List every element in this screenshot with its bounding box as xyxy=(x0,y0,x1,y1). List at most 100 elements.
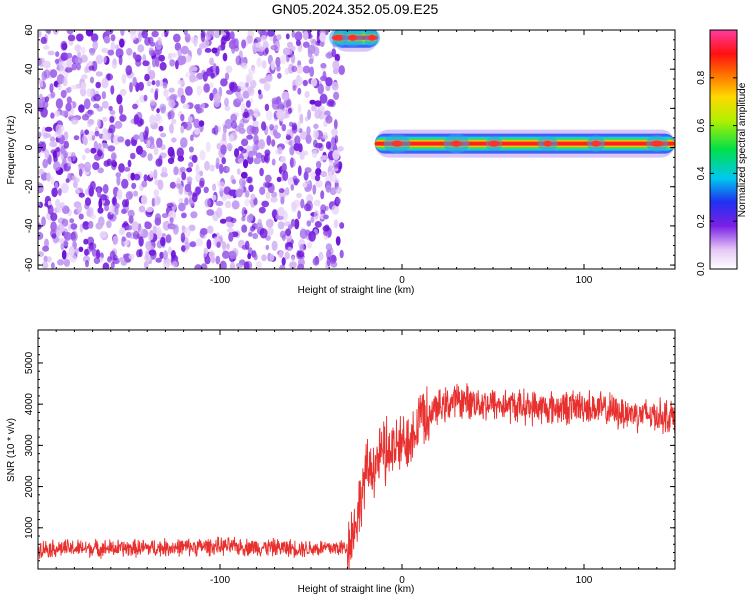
colorbar-tick-label: 0.4 xyxy=(696,166,707,180)
noise-dot xyxy=(242,111,250,118)
noise-dot xyxy=(82,154,86,161)
noise-dot xyxy=(291,30,296,38)
noise-dot xyxy=(253,157,261,165)
noise-dot xyxy=(291,65,298,73)
noise-dot xyxy=(309,99,316,105)
noise-dot xyxy=(102,116,108,122)
noise-dot xyxy=(121,208,127,214)
noise-dot xyxy=(261,60,267,69)
noise-dot xyxy=(290,45,296,51)
noise-dot xyxy=(312,257,320,266)
noise-dot xyxy=(250,193,256,200)
noise-dot xyxy=(302,41,310,48)
noise-dot xyxy=(229,261,236,269)
noise-dot xyxy=(257,89,262,95)
noise-dot xyxy=(207,30,214,39)
noise-dot xyxy=(70,84,78,90)
noise-dot xyxy=(173,33,181,43)
feature-core xyxy=(391,140,403,147)
noise-dot xyxy=(259,186,266,195)
noise-dot xyxy=(96,187,101,198)
noise-dot xyxy=(178,202,186,212)
noise-dot xyxy=(115,44,120,50)
noise-dot xyxy=(44,126,53,132)
noise-dot xyxy=(297,263,305,269)
snr-frame xyxy=(37,329,676,570)
noise-dot xyxy=(181,245,186,252)
noise-dot xyxy=(98,198,103,209)
noise-dot xyxy=(97,142,102,150)
noise-dot xyxy=(77,51,81,58)
noise-dot xyxy=(109,205,114,215)
feature-core xyxy=(367,34,377,41)
noise-dot xyxy=(307,49,313,58)
noise-dot xyxy=(281,162,287,172)
noise-dot xyxy=(97,167,104,174)
noise-dot xyxy=(143,174,148,182)
noise-dot xyxy=(331,136,336,147)
noise-dot xyxy=(242,90,250,99)
noise-dot xyxy=(261,121,267,131)
noise-dot xyxy=(209,57,215,66)
noise-dot xyxy=(277,72,282,79)
noise-dot xyxy=(178,197,184,204)
noise-dot xyxy=(300,198,305,209)
noise-dot xyxy=(65,178,70,184)
noise-dot xyxy=(121,73,127,84)
noise-dot xyxy=(80,46,86,55)
noise-dot xyxy=(314,109,322,119)
spectrogram-panel: -100 0 100 -60 -40 -20 0 20 40 60 Height of strai… xyxy=(6,24,748,296)
noise-dot xyxy=(229,31,235,40)
noise-dot xyxy=(131,221,139,232)
noise-dot xyxy=(240,148,247,154)
noise-dot xyxy=(86,88,93,97)
noise-dot xyxy=(308,58,314,65)
noise-dot xyxy=(111,58,118,69)
noise-dot xyxy=(49,141,58,148)
noise-dot xyxy=(184,54,192,63)
noise-dot xyxy=(78,104,85,113)
snr-line xyxy=(38,383,675,569)
noise-dot xyxy=(325,184,332,193)
noise-dot xyxy=(303,30,309,41)
noise-dot xyxy=(151,80,156,86)
noise-dot xyxy=(106,73,111,81)
noise-dot xyxy=(297,250,305,258)
noise-dot xyxy=(219,163,224,174)
noise-dot xyxy=(248,213,254,222)
noise-dot xyxy=(312,129,319,140)
noise-dot xyxy=(119,114,127,122)
noise-dot xyxy=(162,220,171,231)
noise-dot xyxy=(226,243,230,250)
noise-dot xyxy=(271,240,278,251)
noise-dot xyxy=(285,135,292,141)
noise-dot xyxy=(66,96,72,104)
noise-dot xyxy=(67,157,72,167)
noise-dot xyxy=(43,45,50,50)
noise-dot xyxy=(339,249,344,259)
noise-dot xyxy=(323,214,329,220)
noise-dot xyxy=(253,134,259,145)
noise-dot xyxy=(189,241,197,248)
snr-y-label: SNR (10 * v/v) xyxy=(6,418,17,482)
noise-dot xyxy=(79,223,84,233)
noise-dot xyxy=(177,79,184,85)
noise-dot xyxy=(162,82,168,89)
y-tick-label: 1000 xyxy=(24,516,35,539)
noise-dot xyxy=(333,160,340,169)
noise-dot xyxy=(95,249,101,259)
noise-dot xyxy=(186,176,193,182)
noise-dot xyxy=(280,196,285,205)
noise-dot xyxy=(60,89,67,99)
noise-dot xyxy=(71,62,78,71)
noise-dot xyxy=(111,197,116,205)
noise-dot xyxy=(231,120,237,129)
noise-dot xyxy=(283,221,292,227)
noise-dot xyxy=(125,231,132,238)
noise-dot xyxy=(325,243,333,251)
noise-dot xyxy=(177,48,183,57)
noise-dot xyxy=(284,242,289,250)
noise-dot xyxy=(297,45,302,52)
noise-dot xyxy=(82,255,91,263)
noise-dot xyxy=(262,181,271,188)
